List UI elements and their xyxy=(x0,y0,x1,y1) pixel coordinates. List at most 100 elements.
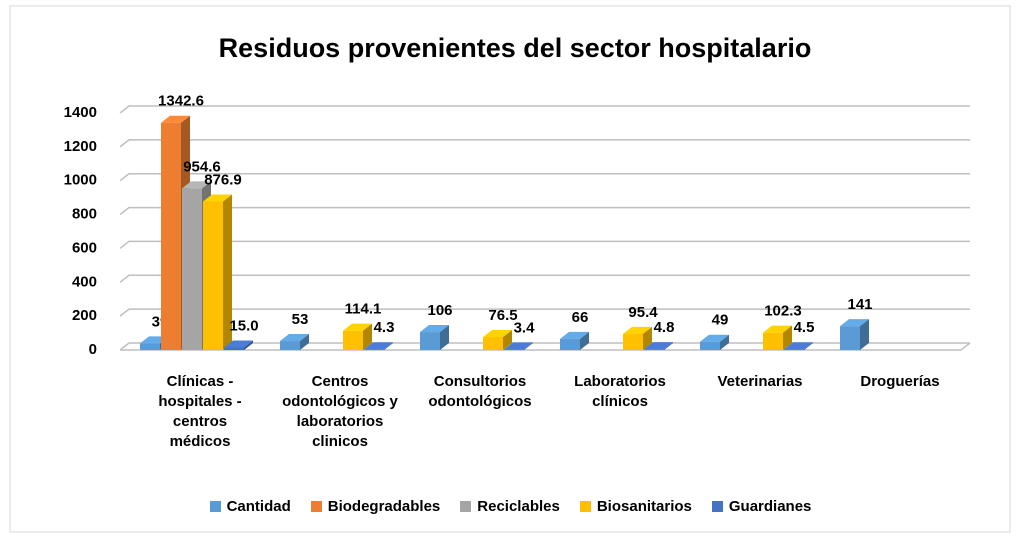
bar xyxy=(182,188,202,350)
legend-item: Cantidad xyxy=(209,498,291,515)
x-tick-label: Veterinarias xyxy=(717,373,803,390)
grid-line xyxy=(119,342,970,351)
data-label: 114.1 xyxy=(345,301,382,318)
bar xyxy=(784,349,804,350)
grid-line xyxy=(119,206,970,216)
legend-label: Reciclables xyxy=(477,498,560,515)
x-tick-label: Consultorios odontológicos xyxy=(428,373,532,410)
data-label: 53 xyxy=(292,311,309,328)
bar-top xyxy=(784,342,813,350)
x-tick-label: Droguerías xyxy=(860,373,940,390)
grid-line xyxy=(119,240,970,250)
bar-side xyxy=(664,342,673,350)
legend-label: Cantidad xyxy=(226,498,291,515)
bar-top xyxy=(483,330,512,338)
bar-top xyxy=(623,326,652,334)
bar xyxy=(343,330,363,350)
legend-swatch xyxy=(579,501,591,512)
y-tick-label: 800 xyxy=(72,206,97,223)
data-label: 141 xyxy=(847,296,872,313)
data-label: 15.0 xyxy=(229,317,258,334)
bar-top xyxy=(343,323,372,331)
bar-side xyxy=(300,334,309,350)
data-label: 3.4 xyxy=(514,319,536,336)
x-tick-label: Centros odontológicos y laboratorios cli… xyxy=(282,373,398,450)
legend-swatch xyxy=(460,501,472,512)
bar xyxy=(140,343,160,350)
axis-floor xyxy=(120,342,971,351)
bar xyxy=(203,201,223,350)
bar xyxy=(483,337,503,350)
data-label: 49 xyxy=(712,312,729,329)
bar-top xyxy=(763,325,792,333)
legend-label: Guardianes xyxy=(728,498,812,515)
data-label: 95.4 xyxy=(628,304,658,321)
legend-item: Biosanitarios xyxy=(579,498,692,515)
bar-top xyxy=(203,194,232,202)
chart-border xyxy=(9,5,1011,533)
legend-item: Reciclables xyxy=(460,498,560,515)
data-label: 106 xyxy=(427,302,452,319)
bar xyxy=(840,326,860,350)
legend-label: Biodegradables xyxy=(327,498,441,515)
bar xyxy=(420,332,440,350)
bar-side xyxy=(503,330,512,350)
bar-side xyxy=(440,325,449,350)
data-label: 4.8 xyxy=(654,319,675,336)
bar-side xyxy=(223,194,232,350)
bar xyxy=(161,122,181,350)
chart-title: Residuos provenientes del sector hospita… xyxy=(219,33,812,63)
data-label: 4.5 xyxy=(794,319,815,336)
y-tick-label: 600 xyxy=(72,239,97,256)
data-label: 876.9 xyxy=(204,172,242,189)
bar xyxy=(224,347,244,350)
bar xyxy=(560,338,580,350)
legend-label: Biosanitarios xyxy=(596,498,692,515)
bar-side xyxy=(860,319,869,350)
data-label: 954.6 xyxy=(183,158,221,175)
bar xyxy=(700,341,720,350)
legend-swatch xyxy=(711,501,723,512)
x-tick-label: Clínicas - hospitales - centros médicos xyxy=(158,373,242,450)
bar xyxy=(623,333,643,350)
bar-top xyxy=(161,115,190,123)
legend-swatch xyxy=(310,501,322,512)
data-label: 66 xyxy=(572,309,589,326)
y-tick-label: 0 xyxy=(89,341,97,358)
bar-top xyxy=(840,319,869,327)
y-tick-label: 1000 xyxy=(64,172,97,189)
bar-top xyxy=(504,342,533,350)
y-tick-label: 200 xyxy=(72,307,97,324)
legend-item: Guardianes xyxy=(711,498,812,515)
data-label: 4.3 xyxy=(374,319,395,336)
bar xyxy=(280,341,300,350)
bar-top xyxy=(560,331,589,339)
bar-side xyxy=(244,340,253,350)
data-label: 1342.6 xyxy=(158,93,204,110)
bar-top xyxy=(280,334,309,342)
bar-side xyxy=(384,342,393,350)
bar-side xyxy=(524,342,533,350)
grid-line xyxy=(119,139,970,148)
grid-line xyxy=(119,308,970,317)
y-tick-label: 1200 xyxy=(64,138,97,155)
bar-side xyxy=(804,342,813,350)
legend-item: Biodegradables xyxy=(310,498,441,515)
bar-top xyxy=(182,181,211,189)
grid-line xyxy=(119,172,970,182)
bar-top xyxy=(364,342,393,350)
bar-side xyxy=(580,331,589,350)
bar-top xyxy=(700,334,729,342)
bar xyxy=(644,349,664,350)
data-label: 102.3 xyxy=(764,303,802,320)
bar-top xyxy=(644,342,673,350)
bar xyxy=(763,332,783,350)
bar-top xyxy=(420,325,449,333)
grid-line xyxy=(119,105,970,114)
grid-line xyxy=(119,274,970,283)
legend: Cantidad Biodegradables Reciclables Biosani… xyxy=(0,498,1021,515)
data-label: 76.5 xyxy=(488,307,517,324)
bar-side xyxy=(720,334,729,350)
